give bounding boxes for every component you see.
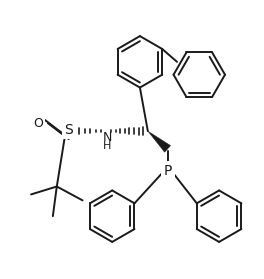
Text: N: N	[103, 131, 112, 143]
Polygon shape	[148, 131, 171, 152]
Text: H: H	[103, 141, 111, 151]
Text: S: S	[64, 123, 73, 137]
Text: O: O	[33, 117, 43, 130]
Text: P: P	[163, 164, 172, 178]
